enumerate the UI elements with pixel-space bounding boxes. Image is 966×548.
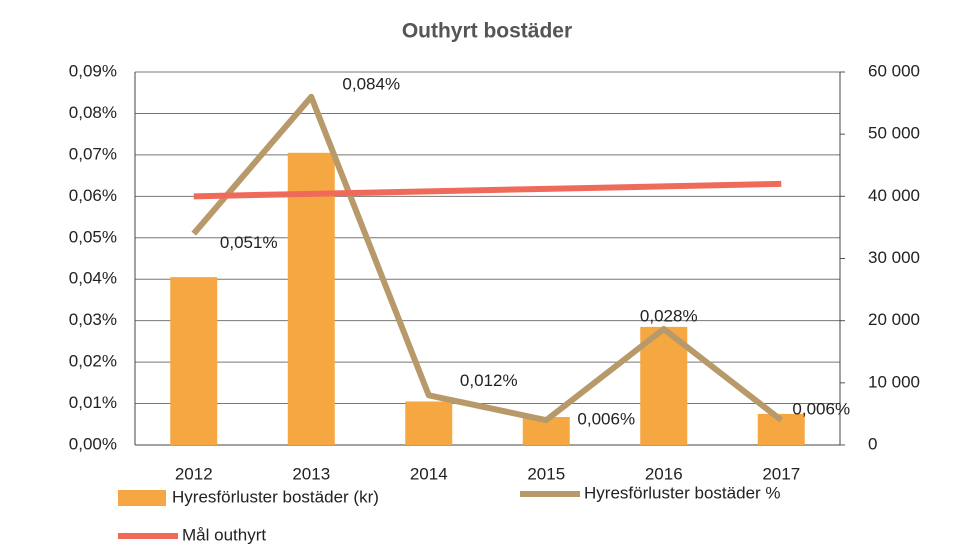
y-tick-label: 0,04%	[69, 269, 117, 288]
bar	[287, 152, 335, 446]
line	[191, 93, 784, 424]
bar	[170, 277, 218, 445]
y2-tick-label: 20 000	[868, 310, 920, 329]
y-tick-label: 0,03%	[69, 310, 117, 329]
legend-label: Mål outhyrt	[182, 525, 266, 544]
data-label: 0,006%	[792, 400, 850, 419]
legend-label: Hyresförluster bostäder %	[584, 483, 781, 502]
y-tick-label: 0,06%	[69, 186, 117, 205]
data-label: 0,084%	[342, 74, 400, 93]
data-label: 0,012%	[460, 371, 518, 390]
y2-tick-label: 0	[868, 434, 877, 453]
y2-tick-label: 50 000	[868, 124, 920, 143]
y2-tick-label: 10 000	[868, 372, 920, 391]
x-tick-label: 2012	[175, 464, 213, 483]
x-tick-label: 2017	[762, 464, 800, 483]
legend-swatch	[118, 490, 166, 506]
bar	[640, 326, 688, 445]
x-tick-label: 2015	[527, 464, 565, 483]
y-tick-label: 0,05%	[69, 227, 117, 246]
legend-label: Hyresförluster bostäder (kr)	[172, 487, 379, 506]
chart-title: Outhyrt bostäder	[402, 20, 572, 43]
x-tick-label: 2013	[292, 464, 330, 483]
y-tick-label: 0,09%	[69, 61, 117, 80]
y-tick-label: 0,08%	[69, 103, 117, 122]
x-tick-label: 2014	[410, 464, 448, 483]
data-label: 0,028%	[640, 306, 698, 325]
bar	[405, 401, 453, 445]
y-tick-label: 0,07%	[69, 144, 117, 163]
y-tick-label: 0,01%	[69, 393, 117, 412]
y-tick-label: 0,02%	[69, 352, 117, 371]
y2-tick-label: 60 000	[868, 61, 920, 80]
data-label: 0,006%	[577, 410, 635, 429]
line	[193, 180, 782, 200]
x-tick-label: 2016	[645, 464, 683, 483]
y-tick-label: 0,00%	[69, 434, 117, 453]
y2-tick-label: 30 000	[868, 248, 920, 267]
y2-tick-label: 40 000	[868, 186, 920, 205]
data-label: 0,051%	[220, 233, 278, 252]
